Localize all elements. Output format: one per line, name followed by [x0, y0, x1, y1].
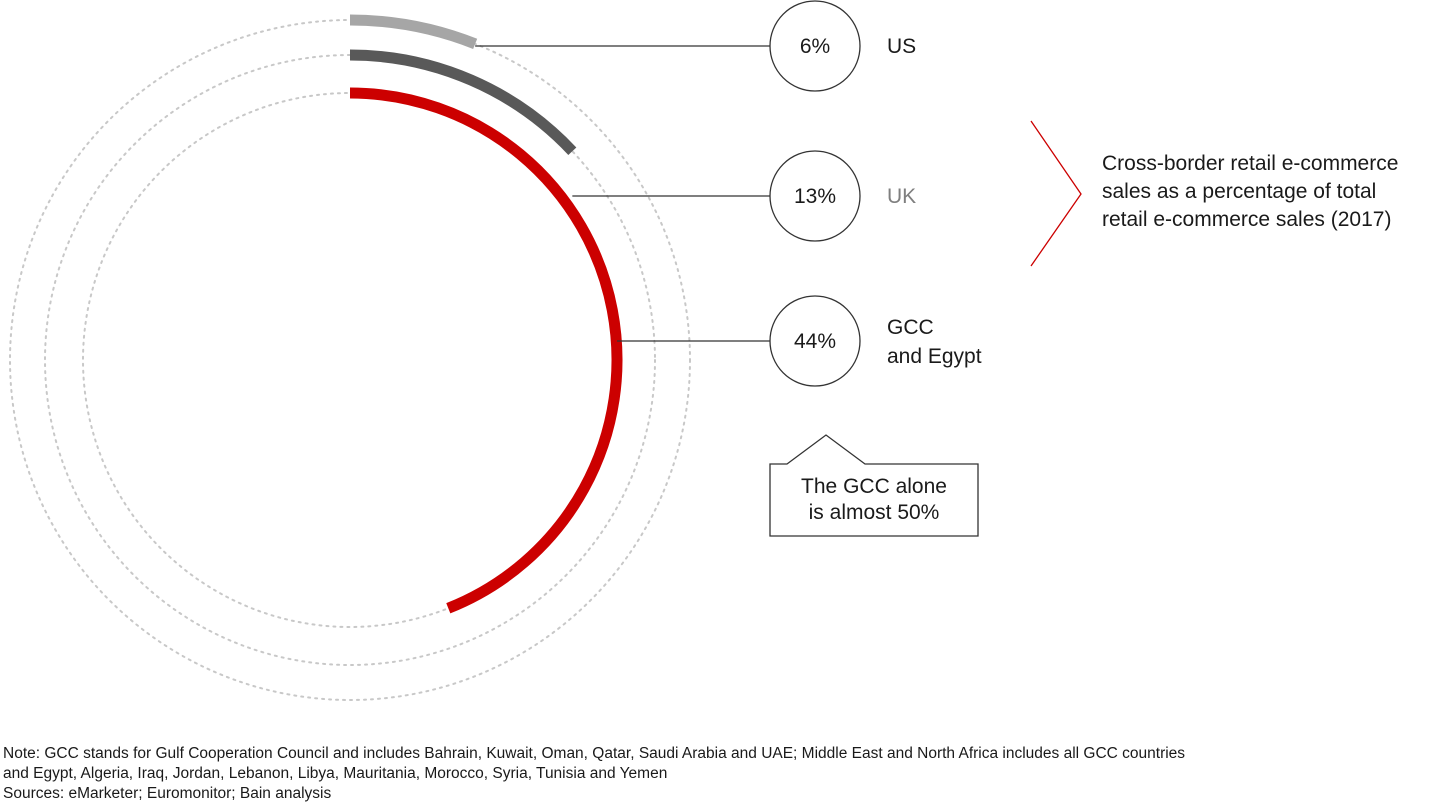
- badge-us: [769, 0, 861, 92]
- series-name-uk: UK: [887, 185, 916, 208]
- annotation-line-2: is almost 50%: [808, 501, 940, 524]
- badge-gcc-and-egypt: [769, 295, 861, 387]
- value-label-gcc-and-egypt: 44%: [794, 330, 836, 353]
- value-label-us: 6%: [800, 35, 830, 58]
- note-line-2: and Egypt, Algeria, Iraq, Jordan, Lebano…: [3, 765, 668, 782]
- callout-box: [769, 434, 979, 537]
- footnotes: Note: GCC stands for Gulf Cooperation Co…: [3, 744, 1433, 804]
- chart-title-line-2: sales as a percentage of total: [1102, 180, 1377, 203]
- series-name-us: US: [887, 35, 916, 58]
- series-arcs: [349, 14, 623, 614]
- leader-lines: [475, 45, 770, 342]
- bracket-chevron-line: [1030, 120, 1082, 267]
- arc-gcc-and-egypt: [349, 87, 623, 614]
- badge-uk: [769, 150, 861, 242]
- chart-title: Cross-border retail e-commerce sales as …: [1102, 150, 1440, 234]
- chart-title-line-3: retail e-commerce sales (2017): [1102, 208, 1392, 231]
- annotation-text: The GCC alone is almost 50%: [770, 474, 978, 526]
- series-name-gcc-and-egypt-line-1: GCC: [887, 316, 934, 339]
- sources-line: Sources: eMarketer; Euromonitor; Bain an…: [3, 785, 332, 802]
- annotation-line-1: The GCC alone: [801, 475, 947, 498]
- arc-uk: [349, 49, 577, 155]
- arc-us: [349, 14, 478, 49]
- radial-chart: 6% US 13% UK 44% GCC and Egypt: [9, 0, 1082, 701]
- track-us: [9, 19, 691, 701]
- value-badges: 6% US 13% UK 44% GCC and Egypt: [769, 0, 982, 387]
- chart-title-line-1: Cross-border retail e-commerce: [1102, 152, 1399, 175]
- dotted-tracks: [9, 19, 691, 701]
- annotation-callout: [769, 434, 979, 537]
- value-label-uk: 13%: [794, 185, 836, 208]
- series-name-gcc-and-egypt-line-2: and Egypt: [887, 345, 982, 368]
- bracket-chevron: [1030, 120, 1082, 267]
- note-line-1: Note: GCC stands for Gulf Cooperation Co…: [3, 745, 1186, 762]
